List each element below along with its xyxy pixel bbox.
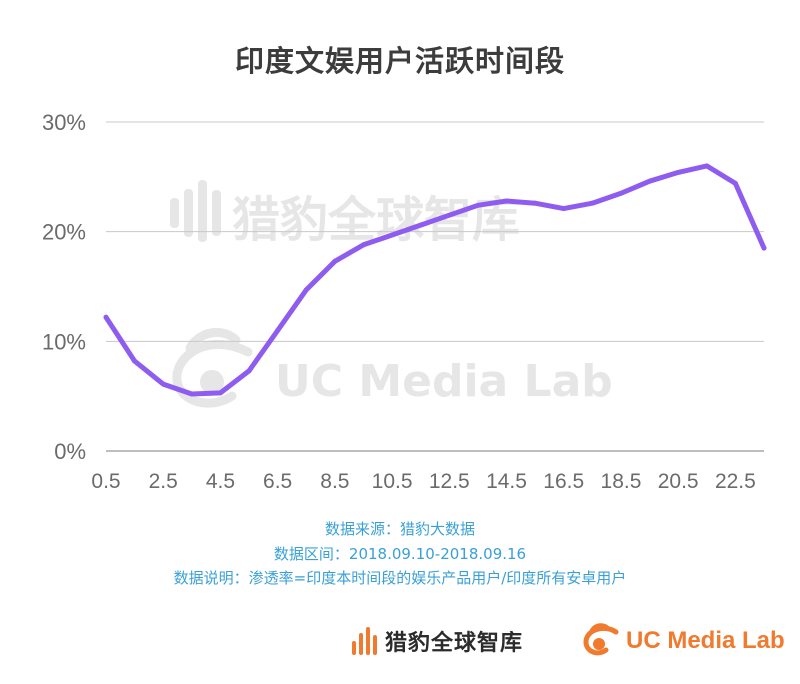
watermark-uc: UC Media Lab bbox=[172, 328, 613, 408]
footer-uc-brand: UC Media Lab bbox=[580, 621, 785, 661]
data-range-note: 数据区间：2018.09.10-2018.09.16 bbox=[273, 545, 527, 563]
data-point bbox=[647, 178, 652, 184]
x-tick-label: 8.5 bbox=[320, 470, 349, 493]
y-tick-label: 10% bbox=[42, 329, 86, 354]
x-tick-label: 18.5 bbox=[601, 470, 642, 493]
data-source-note: 数据来源：猎豹大数据 bbox=[324, 520, 475, 538]
data-point bbox=[589, 200, 595, 206]
x-tick-label: 4.5 bbox=[206, 470, 235, 493]
data-point bbox=[618, 190, 624, 196]
x-tick-label: 14.5 bbox=[486, 470, 527, 493]
data-point bbox=[389, 232, 395, 238]
footer-cheetah-name: 猎豹全球智库 bbox=[385, 631, 524, 656]
series-group bbox=[103, 163, 767, 397]
data-point bbox=[418, 222, 424, 228]
data-point bbox=[160, 381, 166, 387]
footer-cheetah-brand: 猎豹全球智库 bbox=[352, 623, 523, 659]
x-tick-label: 10.5 bbox=[372, 470, 413, 493]
data-point bbox=[532, 200, 538, 206]
data-point bbox=[332, 258, 338, 264]
data-point bbox=[303, 287, 309, 293]
data-point bbox=[446, 212, 452, 218]
data-point bbox=[218, 390, 223, 396]
data-point bbox=[732, 181, 738, 186]
data-point bbox=[475, 202, 481, 208]
x-tick-label: 20.5 bbox=[658, 470, 699, 493]
footer-uc-name: UC Media Lab bbox=[626, 627, 785, 654]
x-axis-ticks: 0.5 2.5 4.5 6.5 8.5 10.5 12.5 14.5 16.5 18.5 20.5 2… bbox=[91, 470, 755, 493]
data-point bbox=[361, 242, 366, 248]
y-tick-label: 0% bbox=[54, 439, 86, 464]
data-point bbox=[561, 206, 567, 212]
x-tick-label: 6.5 bbox=[263, 470, 292, 493]
x-tick-label: 0.5 bbox=[91, 470, 120, 493]
x-tick-label: 12.5 bbox=[429, 470, 470, 493]
series-line bbox=[103, 163, 767, 397]
data-point bbox=[246, 368, 252, 374]
x-tick-label: 16.5 bbox=[543, 470, 584, 493]
uc-squirrel-logo-icon bbox=[172, 328, 253, 408]
cheetah-logo-icon bbox=[170, 180, 221, 242]
y-gridlines bbox=[106, 121, 764, 452]
y-tick-label: 30% bbox=[42, 110, 86, 135]
data-point bbox=[675, 170, 681, 175]
watermark-uc-text: UC Media Lab bbox=[275, 356, 613, 407]
data-point bbox=[132, 358, 138, 364]
cheetah-logo-icon bbox=[352, 627, 377, 655]
data-point bbox=[103, 314, 109, 320]
data-point bbox=[761, 245, 767, 251]
data-point bbox=[275, 327, 281, 333]
data-description-note: 数据说明：渗透率=印度本时间段的娱乐产品用户/印度所有安卓用户 bbox=[173, 569, 627, 587]
chart-title: 印度文娱用户活跃时间段 bbox=[234, 44, 565, 78]
x-tick-label: 22.5 bbox=[715, 470, 756, 493]
data-point bbox=[704, 163, 710, 169]
x-tick-label: 2.5 bbox=[149, 470, 178, 493]
y-axis-ticks: 0% 10% 20% 30% bbox=[42, 110, 86, 464]
data-point bbox=[504, 198, 509, 204]
data-point bbox=[189, 391, 195, 397]
watermark-cheetah: 猎豹全球智库 bbox=[170, 180, 520, 248]
y-tick-label: 20% bbox=[42, 220, 86, 245]
uc-squirrel-logo-icon bbox=[583, 623, 619, 656]
